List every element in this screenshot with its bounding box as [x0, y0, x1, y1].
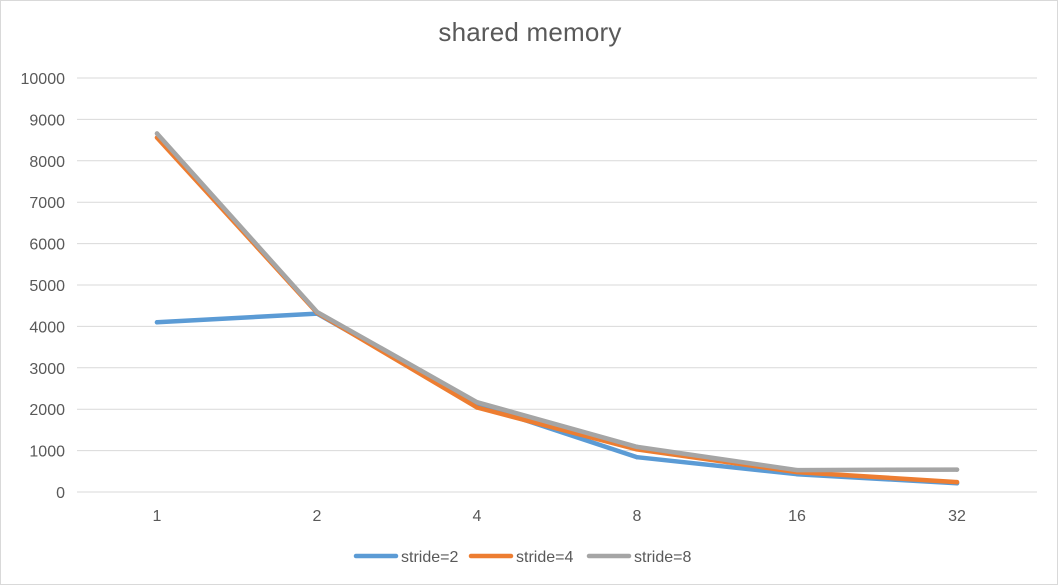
x-tick-label: 8	[633, 508, 642, 525]
data-point	[154, 131, 160, 136]
y-tick-label: 5000	[29, 278, 65, 295]
y-tick-label: 1000	[29, 444, 65, 461]
x-tick-label: 2	[313, 508, 322, 525]
x-tick-label: 32	[948, 508, 966, 525]
data-point	[954, 467, 960, 472]
data-point	[474, 405, 480, 410]
data-point	[634, 455, 640, 460]
y-tick-label: 6000	[29, 237, 65, 254]
data-point	[794, 467, 800, 473]
y-tick-label: 7000	[29, 195, 65, 212]
legend: stride=2 stride=4 stride=8	[353, 549, 691, 566]
series-line-stride-2	[154, 311, 960, 486]
data-point	[154, 320, 160, 325]
y-tick-label: 3000	[29, 361, 65, 378]
legend-label: stride=8	[634, 549, 691, 566]
x-tick-label: 4	[473, 508, 482, 525]
gridlines	[77, 77, 1037, 493]
series-line-stride-8	[154, 131, 960, 473]
x-tick-label: 16	[788, 508, 806, 525]
data-point	[954, 479, 960, 485]
y-tick-label: 0	[56, 485, 65, 502]
legend-label: stride=4	[516, 549, 573, 566]
chart-title: shared memory	[438, 17, 622, 47]
x-axis-ticks: 1 2 4 8 16 32	[153, 508, 966, 525]
data-point	[314, 309, 320, 315]
y-tick-label: 10000	[21, 71, 66, 88]
y-axis-ticks: 0 1000 2000 3000 4000 5000 6000 7000 8000 9000 100…	[21, 71, 66, 502]
x-tick-label: 1	[153, 508, 162, 525]
y-tick-label: 8000	[29, 154, 65, 171]
y-tick-label: 9000	[29, 112, 65, 129]
series-line-stride-4	[154, 135, 960, 485]
y-tick-label: 2000	[29, 402, 65, 419]
legend-label: stride=2	[401, 549, 458, 566]
data-point	[474, 399, 480, 405]
data-point	[634, 444, 640, 450]
series-lines	[154, 131, 960, 486]
y-tick-label: 4000	[29, 319, 65, 336]
